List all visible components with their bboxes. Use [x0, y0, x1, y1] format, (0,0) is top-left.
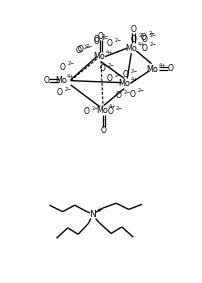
Text: Mo: Mo	[125, 44, 137, 53]
Text: O: O	[98, 32, 104, 41]
Text: O: O	[101, 126, 107, 135]
Text: O: O	[84, 107, 90, 116]
Text: O: O	[107, 107, 113, 116]
Text: 2−: 2−	[68, 61, 75, 66]
Text: O: O	[57, 88, 63, 97]
Text: 2−: 2−	[114, 38, 121, 43]
Text: Mo: Mo	[96, 106, 108, 115]
Text: O: O	[94, 35, 100, 44]
Text: 2−: 2−	[86, 44, 93, 49]
Text: O: O	[76, 46, 82, 55]
Text: O: O	[44, 76, 50, 85]
Text: 2−: 2−	[138, 33, 146, 38]
Text: 4+: 4+	[67, 74, 74, 80]
Text: 2−: 2−	[149, 33, 157, 38]
Text: 2−: 2−	[115, 73, 122, 78]
Text: O: O	[167, 64, 173, 73]
Text: O: O	[93, 37, 99, 46]
Text: Mo: Mo	[93, 52, 105, 61]
Text: 2−: 2−	[65, 87, 72, 92]
Text: 2−: 2−	[84, 45, 91, 50]
Text: O: O	[106, 39, 112, 48]
Text: 4+: 4+	[108, 104, 116, 109]
Text: 4+: 4+	[131, 77, 138, 82]
Text: Mo: Mo	[147, 65, 159, 74]
Text: O: O	[130, 35, 136, 44]
Text: 4+: 4+	[138, 42, 145, 47]
Text: 2−: 2−	[149, 42, 157, 47]
Text: 2−: 2−	[137, 88, 145, 93]
Text: 2−: 2−	[92, 106, 99, 111]
Text: N: N	[89, 210, 96, 219]
Text: 4+: 4+	[105, 50, 113, 55]
Text: +: +	[97, 207, 103, 213]
Text: O: O	[107, 74, 113, 83]
Text: O: O	[130, 25, 136, 34]
Text: Mo: Mo	[118, 79, 130, 88]
Text: 2−: 2−	[101, 36, 109, 41]
Text: O: O	[100, 64, 105, 73]
Text: 2−: 2−	[115, 106, 122, 111]
Text: 2−: 2−	[107, 63, 115, 68]
Text: O: O	[122, 70, 128, 79]
Text: 2−: 2−	[130, 68, 138, 74]
Text: O: O	[129, 90, 135, 99]
Text: O: O	[115, 91, 121, 100]
Text: O: O	[141, 44, 147, 53]
Text: O: O	[78, 45, 84, 54]
Text: O: O	[141, 35, 147, 44]
Text: O: O	[60, 63, 66, 72]
Text: 2−: 2−	[123, 90, 130, 95]
Text: 2−: 2−	[148, 31, 156, 37]
Text: 2−: 2−	[102, 34, 109, 39]
Text: 4+: 4+	[159, 63, 166, 68]
Text: Mo: Mo	[55, 76, 67, 85]
Text: O: O	[140, 33, 146, 42]
